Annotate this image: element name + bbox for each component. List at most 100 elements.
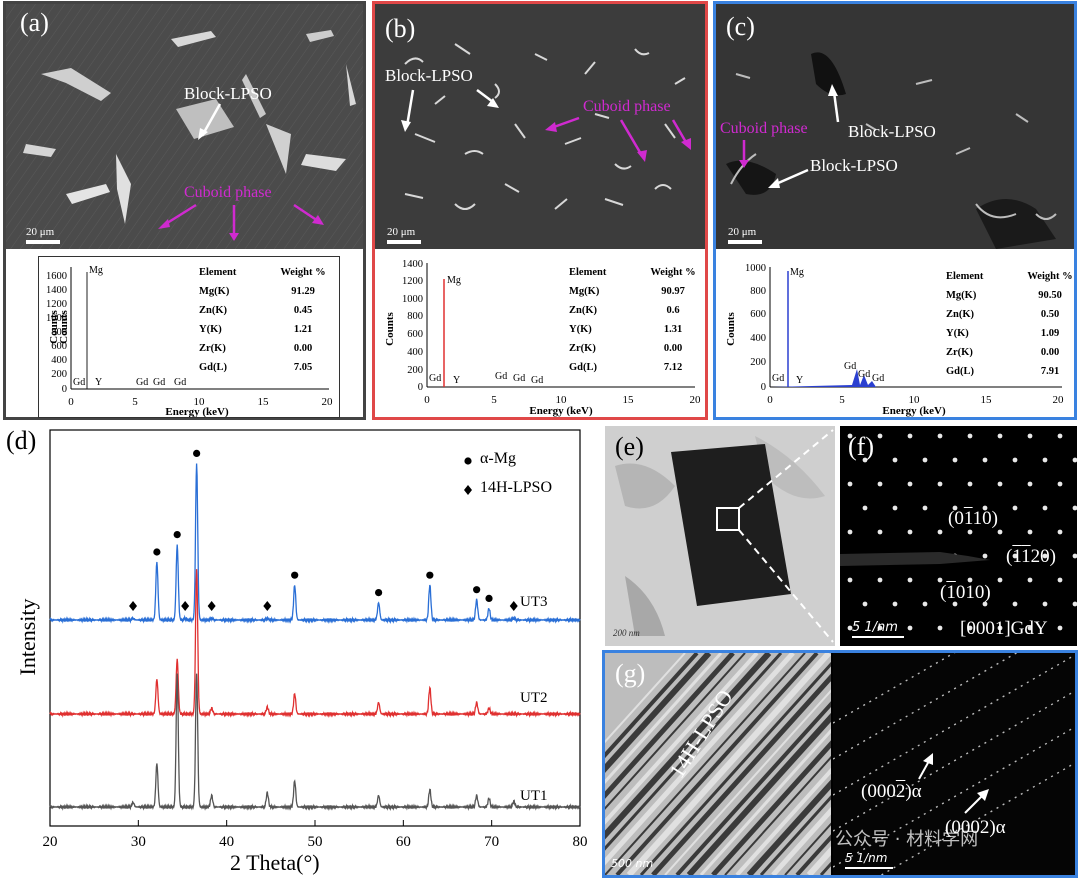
diffraction-spot	[952, 457, 958, 463]
diffraction-spot	[937, 433, 943, 439]
diffraction-spot	[982, 457, 988, 463]
annotation-cuboid-phase: Cuboid phase	[583, 98, 671, 115]
arrow-icon	[198, 103, 222, 140]
svg-text:0: 0	[62, 384, 67, 395]
svg-text:800: 800	[51, 327, 67, 338]
svg-text:0: 0	[68, 396, 74, 408]
sem-texture-c	[716, 4, 1074, 249]
svg-text:600: 600	[51, 341, 67, 352]
alpha-mg-marker	[485, 594, 493, 602]
diffraction-pattern-g	[833, 653, 1075, 875]
diffraction-spot	[877, 625, 883, 631]
panel-b: (b) Block-LPSO Cuboid phase 20 μm Counts…	[372, 1, 708, 420]
lamella	[664, 689, 831, 875]
diffraction-spot	[1012, 505, 1018, 511]
x-tick-label: 50	[308, 834, 323, 850]
svg-text:5: 5	[839, 394, 845, 406]
panel-letter-e: (e)	[615, 432, 644, 461]
diffraction-spot	[847, 481, 853, 487]
spot-label-1120: (1120)	[1006, 546, 1056, 567]
diffraction-spot	[937, 625, 943, 631]
svg-text:400: 400	[407, 347, 423, 358]
spot-label-0002bar: (0002)α	[861, 781, 922, 802]
lamella	[605, 653, 795, 866]
curve-label-ut1: UT1	[520, 788, 548, 804]
x-tick-label: 60	[396, 834, 411, 850]
svg-text:Y: Y	[796, 375, 803, 386]
diffraction-spot	[937, 529, 943, 535]
lamella	[605, 653, 699, 759]
arrow-icon	[828, 84, 840, 123]
svg-text:800: 800	[750, 286, 766, 297]
diffraction-spot	[907, 481, 913, 487]
svg-text:1000: 1000	[46, 313, 67, 324]
arrow-icon	[768, 168, 809, 188]
series-ut3	[49, 463, 581, 625]
diffraction-spot	[1012, 457, 1018, 463]
panel-c: (c) Block-LPSO Cuboid phase Block-LPSO 2…	[713, 1, 1077, 420]
alpha-mg-marker	[375, 589, 383, 597]
svg-text:1400: 1400	[46, 285, 67, 296]
lamella	[605, 653, 783, 851]
svg-text:Gd: Gd	[136, 377, 148, 388]
lamella	[605, 653, 759, 825]
eds-ylabel: Counts	[48, 309, 60, 343]
scale-bar	[387, 240, 421, 244]
x-tick-label: 40	[219, 834, 234, 850]
diffraction-spot	[847, 577, 853, 583]
lamella	[605, 653, 686, 744]
arrow-icon	[739, 140, 749, 168]
svg-text:Mg: Mg	[790, 267, 804, 278]
svg-text:10: 10	[909, 394, 921, 406]
eds-chart-c: Counts 1000 800 600 400 200 0 0 5 10 15 20 Ener…	[725, 263, 1065, 417]
lamella	[711, 740, 831, 875]
diffraction-spot	[1042, 505, 1048, 511]
lamella	[605, 653, 735, 799]
svg-text:10: 10	[556, 394, 568, 406]
x-tick-label: 80	[573, 834, 588, 850]
eds-spectrum-b: Counts 1400 1200 1000 800 600 400 200 0 0 5 10 …	[381, 257, 703, 417]
diffraction-spot	[1057, 433, 1063, 439]
diffraction-spot	[1057, 625, 1063, 631]
scale-bar	[26, 240, 60, 244]
svg-text:200: 200	[750, 357, 766, 368]
diffraction-spot	[922, 601, 928, 607]
diffraction-spot	[1042, 601, 1048, 607]
legend-diamond-icon	[464, 485, 472, 495]
svg-text:5: 5	[491, 394, 497, 406]
scale-label: 20 μm	[387, 226, 416, 238]
annotation-block-lpso: Block-LPSO	[184, 84, 272, 103]
svg-text:1200: 1200	[46, 299, 67, 310]
svg-text:Gd: Gd	[429, 373, 441, 384]
legend-alpha-mg: α-Mg	[480, 450, 516, 467]
svg-text:15: 15	[258, 396, 270, 408]
svg-text:Mg: Mg	[447, 275, 461, 286]
svg-text:Y: Y	[453, 375, 460, 386]
lamella	[639, 661, 831, 875]
arrow-icon	[401, 89, 499, 132]
diffraction-spot	[967, 577, 973, 583]
alpha-mg-marker	[173, 531, 181, 539]
curve-label-ut3: UT3	[520, 594, 548, 610]
lamella	[699, 728, 831, 875]
svg-text:200: 200	[407, 365, 423, 376]
lamella	[724, 755, 831, 875]
svg-text:0: 0	[767, 394, 773, 406]
lamella	[651, 673, 831, 875]
diffraction-spot	[1072, 505, 1077, 511]
svg-text:20: 20	[1053, 394, 1065, 406]
diffraction-spot	[997, 529, 1003, 535]
svg-text:20: 20	[322, 396, 334, 408]
svg-text:Gd: Gd	[844, 361, 856, 372]
svg-text:200: 200	[51, 369, 67, 380]
sem-texture-b	[375, 4, 705, 249]
panel-letter-f: (f)	[848, 432, 874, 461]
panel-a: (a) Block-LPSO Cuboid phase 20 μm Counts…	[3, 1, 366, 420]
arrow-icon	[158, 203, 324, 241]
panel-g: (g) 14H-LPSO 500 nm (0002)α (0002)α 5 1/…	[602, 650, 1078, 878]
svg-text:10: 10	[194, 396, 206, 408]
diffraction-pattern-f	[840, 426, 1077, 646]
diffraction-spot	[1027, 529, 1033, 535]
